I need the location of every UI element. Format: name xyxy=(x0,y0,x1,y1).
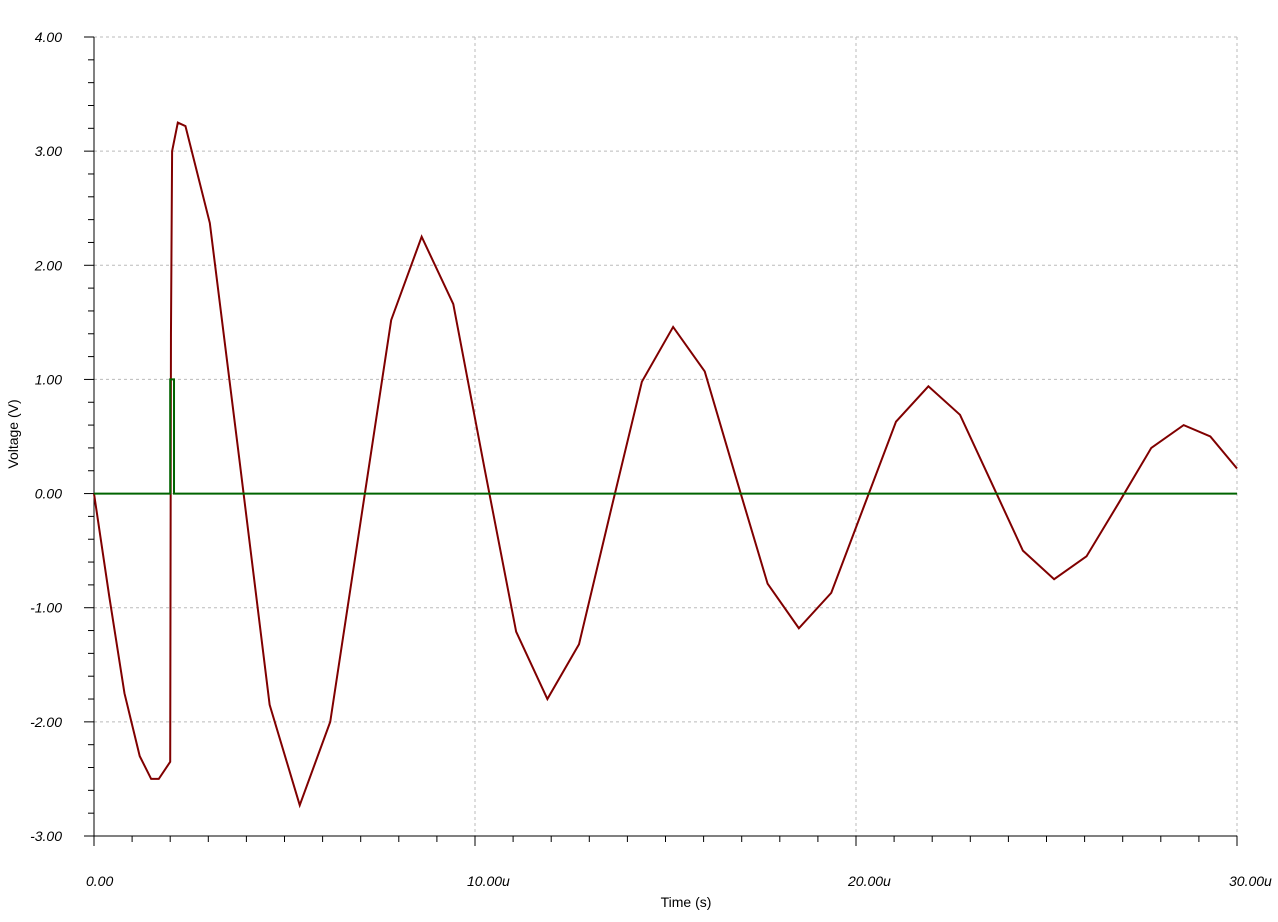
y-tick-label: -1.00 xyxy=(30,600,62,616)
y-tick-label: -3.00 xyxy=(30,828,62,844)
waveform xyxy=(93,121,1238,809)
y-tick-label: 1.00 xyxy=(35,371,62,387)
y-tick-label: 3.00 xyxy=(35,143,62,159)
y-axis-title: Voltage (V) xyxy=(5,399,21,468)
y-tick-label: -2.00 xyxy=(30,714,62,730)
x-tick-label: 30.00u xyxy=(1229,873,1272,889)
y-tick-label: 2.00 xyxy=(34,257,62,273)
waveform xyxy=(94,378,1237,495)
y-tick-label: 0.00 xyxy=(35,486,62,502)
x-tick-label: 20.00u xyxy=(847,873,891,889)
x-axis-title: Time (s) xyxy=(661,894,712,910)
x-tick-label: 10.00u xyxy=(467,873,510,889)
x-tick-label: 0.00 xyxy=(86,873,113,889)
y-tick-label: 4.00 xyxy=(35,29,62,45)
